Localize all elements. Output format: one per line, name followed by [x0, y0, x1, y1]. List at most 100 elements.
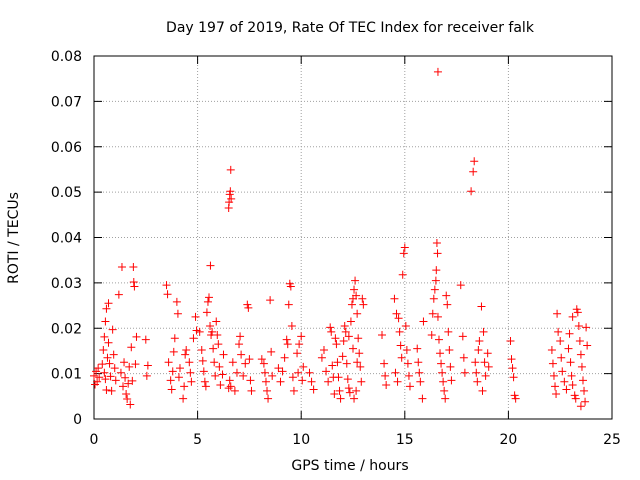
x-axis-label: GPS time / hours [291, 458, 408, 474]
data-point [446, 362, 455, 371]
data-point [288, 373, 297, 382]
data-point [243, 300, 252, 309]
data-point [110, 364, 119, 373]
data-point [344, 384, 353, 393]
data-point [180, 382, 189, 391]
data-point [382, 380, 391, 389]
data-point [90, 371, 98, 380]
data-point [346, 317, 355, 326]
data-point [102, 385, 111, 394]
data-point [565, 329, 574, 338]
data-point [432, 238, 441, 247]
data-point [116, 368, 125, 377]
data-point [197, 346, 206, 355]
data-point [460, 368, 469, 377]
data-point [574, 321, 583, 330]
data-point [438, 368, 447, 377]
data-point [471, 358, 480, 367]
data-point [419, 317, 428, 326]
data-point [124, 379, 133, 388]
data-point [418, 394, 427, 403]
data-point [261, 377, 270, 386]
data-point [100, 332, 109, 341]
data-point [405, 382, 414, 391]
data-point [162, 281, 171, 290]
data-point [289, 386, 298, 395]
data-point [479, 327, 488, 336]
data-point [225, 376, 234, 385]
data-point [547, 346, 556, 355]
data-point [309, 385, 318, 394]
data-point [204, 293, 213, 302]
data-point [553, 309, 562, 318]
data-point [433, 67, 442, 76]
data-point [287, 321, 296, 330]
data-point [571, 394, 580, 403]
data-point [119, 382, 128, 391]
data-point [129, 262, 138, 271]
data-point [472, 368, 481, 377]
data-point [195, 327, 204, 336]
data-point [470, 157, 479, 166]
data-point [187, 377, 196, 386]
data-point [225, 198, 234, 207]
data-point [174, 373, 183, 382]
data-point [216, 380, 225, 389]
data-point [326, 323, 335, 332]
data-point [210, 358, 219, 367]
data-point [552, 390, 561, 399]
data-point [259, 359, 268, 368]
data-point [444, 327, 453, 336]
data-point [378, 331, 387, 340]
data-point [334, 373, 343, 382]
data-point [215, 362, 224, 371]
data-point [575, 336, 584, 345]
data-point [340, 321, 349, 330]
data-point [507, 355, 516, 364]
data-point [413, 344, 422, 353]
x-tick-label: 5 [193, 432, 202, 448]
data-point [202, 308, 211, 317]
axis-ticks: 0 0.01 0.02 0.03 0.04 0.05 0.06 0.07 0.08 0 5 10 15 2… [51, 49, 621, 448]
data-point [398, 270, 407, 279]
data-point [169, 347, 178, 356]
data-point [282, 335, 291, 344]
data-point [235, 340, 244, 349]
data-point [580, 386, 589, 395]
data-point [456, 281, 465, 290]
data-point [336, 394, 345, 403]
data-point [353, 358, 362, 367]
data-point [573, 308, 582, 317]
x-tick-label: 20 [499, 432, 517, 448]
data-point [557, 353, 566, 362]
data-point [556, 336, 565, 345]
data-point [327, 327, 336, 336]
data-point [130, 282, 139, 291]
data-point [142, 371, 151, 380]
data-point [126, 400, 135, 409]
data-point [129, 277, 138, 286]
data-point [475, 336, 484, 345]
data-point [257, 355, 266, 364]
data-point [102, 304, 111, 313]
data-points [90, 67, 592, 411]
y-tick-label: 0 [73, 412, 82, 428]
data-point [114, 290, 123, 299]
data-point [268, 371, 277, 380]
data-point [92, 367, 101, 376]
data-point [163, 290, 172, 299]
data-point [283, 340, 292, 349]
x-tick-label: 0 [90, 432, 99, 448]
data-point [399, 249, 408, 258]
data-point [402, 346, 411, 355]
data-point [354, 334, 363, 343]
data-point [106, 372, 115, 381]
data-point [549, 371, 558, 380]
data-point [578, 376, 587, 385]
data-point [474, 346, 483, 355]
data-point [91, 380, 100, 389]
x-tick-label: 10 [292, 432, 310, 448]
data-point [186, 368, 195, 377]
data-point [109, 350, 118, 359]
data-point [582, 323, 591, 332]
